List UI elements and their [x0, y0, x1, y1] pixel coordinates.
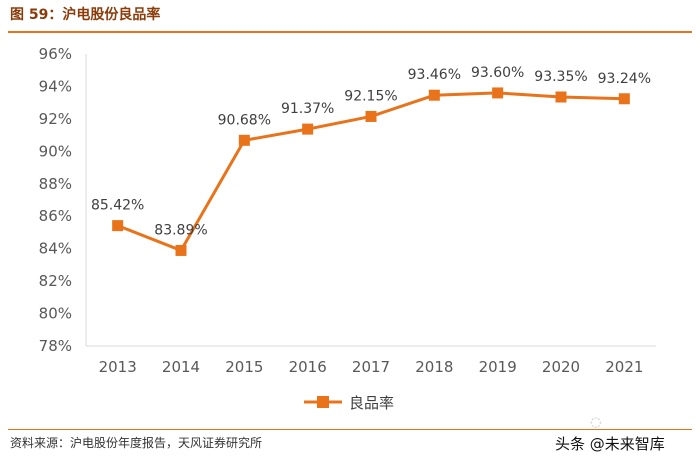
- data-point: [238, 134, 250, 146]
- data-point: [555, 91, 567, 103]
- data-label: 93.24%: [598, 71, 651, 87]
- x-tick-label: 2014: [162, 358, 200, 376]
- data-label: 93.35%: [534, 69, 587, 85]
- y-tick-label: 88%: [39, 175, 72, 193]
- x-tick-label: 2015: [225, 358, 263, 376]
- title-divider: [8, 31, 692, 33]
- data-point: [428, 89, 440, 101]
- series-group: 85.42% 83.89% 90.68% 91.37% 92.15% 93.46% 93.6…: [91, 65, 651, 256]
- y-tick-label: 84%: [39, 240, 72, 258]
- chart-axes: [85, 54, 656, 347]
- x-tick-label: 2019: [479, 358, 517, 376]
- x-tick-label: 2016: [289, 358, 327, 376]
- source-note: 资料来源：沪电股份年度报告，天风证券研究所: [10, 436, 263, 450]
- x-tick-label: 2020: [542, 358, 580, 376]
- data-point: [112, 220, 124, 232]
- x-tick-label: 2017: [352, 358, 390, 376]
- data-point: [492, 87, 504, 99]
- data-label: 93.46%: [408, 67, 461, 83]
- figure-title: 图 59：沪电股份良品率: [10, 7, 161, 23]
- data-label: 85.42%: [91, 198, 144, 214]
- data-label: 92.15%: [344, 88, 397, 104]
- legend: 良品率: [304, 394, 394, 412]
- y-tick-label: 90%: [39, 142, 72, 160]
- data-label: 93.60%: [471, 65, 524, 81]
- y-tick-label: 86%: [39, 207, 72, 225]
- data-point: [365, 110, 377, 122]
- legend-label: 良品率: [349, 394, 394, 412]
- data-label: 90.68%: [218, 112, 271, 128]
- watermark-text: 头条 @未来智库: [555, 435, 665, 453]
- y-tick-label: 82%: [39, 272, 72, 290]
- footer-divider: [8, 429, 692, 430]
- x-tick-label: 2013: [99, 358, 137, 376]
- x-axis-ticks: 2013 2014 2015 2016 2017 2018 2019 2020 2021: [99, 358, 644, 376]
- y-tick-label: 92%: [39, 110, 72, 128]
- y-axis-ticks: 78% 80% 82% 84% 86% 88% 90% 92% 94% 96%: [39, 45, 72, 355]
- y-tick-label: 96%: [39, 45, 72, 63]
- x-tick-label: 2021: [605, 358, 643, 376]
- legend-marker: [317, 396, 329, 408]
- x-tick-label: 2018: [415, 358, 453, 376]
- data-point: [175, 244, 187, 256]
- watermark-wechat-icon: ◌: [590, 415, 602, 430]
- data-point: [618, 93, 630, 105]
- y-tick-label: 80%: [39, 305, 72, 323]
- data-label: 91.37%: [281, 101, 334, 117]
- y-tick-label: 94%: [39, 77, 72, 95]
- data-label: 83.89%: [154, 222, 207, 238]
- y-tick-label: 78%: [39, 337, 72, 355]
- data-point: [302, 123, 314, 135]
